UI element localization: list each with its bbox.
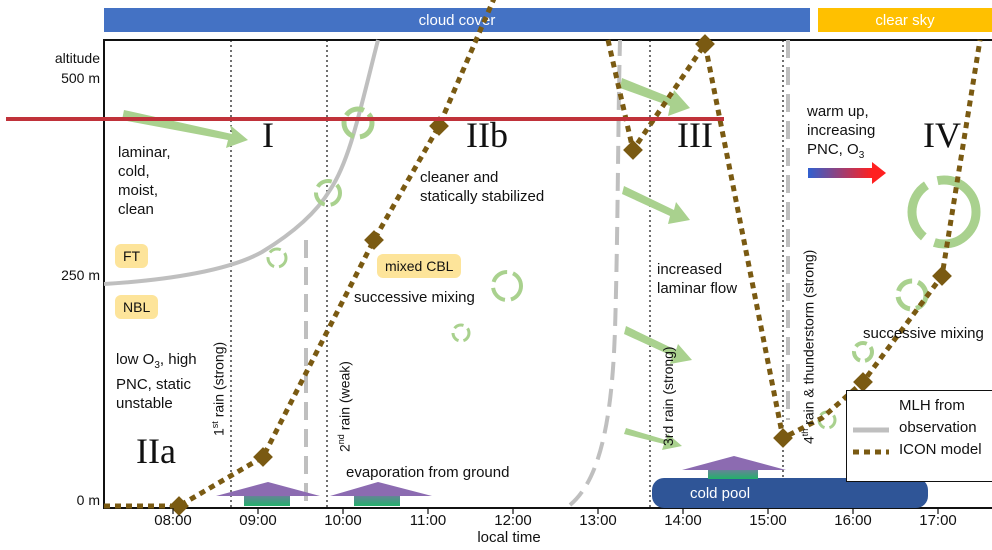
icon-model-line-2 [605,37,983,442]
cleaner-text: cleaner and statically stabilized [420,169,545,205]
legend-icon-label: ICON model [899,441,982,458]
clear-sky-label: clear sky [875,11,935,29]
nbl-box: NBL [115,295,159,319]
cloud-cover-bar: cloud cover [104,8,810,32]
observation-dash-2 [568,39,622,507]
x-tick-1200: 12:00 [494,512,532,529]
ft-box: FT [115,244,149,268]
y-axis-title: altitude [54,50,100,66]
cloud-cover-label: cloud cover [418,11,496,29]
legend: MLH from observation ICON model [846,390,992,482]
x-tick-1400: 14:00 [664,512,702,529]
warm-up-arrow-head [872,162,886,184]
legend-obs-swatch [853,427,889,433]
icon-model-line [104,0,497,509]
x-tick-1100: 11:00 [409,512,447,529]
y-tick-250: 250 m [61,267,100,283]
x-tick-1000: 10:00 [324,512,362,529]
warm-up-arrow-body [808,168,872,178]
fourth-rain-label: 4th rain & thunderstorm (strong) [800,249,817,444]
x-axis-ticks [172,508,939,514]
observation-mlh-curve [103,39,380,286]
x-tick-1300: 13:00 [579,512,617,529]
x-tick-1600: 16:00 [834,512,872,529]
low-o3-text: low O3, high PNC, static unstable [116,351,197,412]
first-rain-label: 1st rain (strong) [210,341,227,436]
legend-obs-label: observation [899,419,977,436]
third-rain-label: 3rd rain (strong) [660,346,676,446]
laminar-text: laminar, cold, moist, clean [118,144,171,218]
phase-IV: IV [923,115,961,155]
legend-title: MLH from [899,397,965,414]
phase-III: III [677,115,713,155]
x-axis-title: local time [477,529,541,546]
phase-IIb: IIb [466,115,508,155]
y-tick-0: 0 m [76,492,100,508]
x-tick-0800: 08:00 [154,512,192,529]
increased-laminar-text: increased laminar flow [657,261,738,297]
cold-pool-shape [652,478,928,508]
clear-sky-bar: clear sky [818,8,992,32]
phase-I: I [262,115,274,155]
x-tick-0900: 09:00 [239,512,277,529]
successive-mixing-1: successive mixing [354,289,475,306]
mixed-cbl-box: mixed CBL [377,254,462,278]
warm-up-text: warm up, increasing PNC, O3 [807,103,876,161]
second-rain-label: 2nd rain (weak) [336,361,353,452]
plot-frame [103,39,992,509]
phase-IIa: IIa [136,431,176,471]
x-tick-1700: 17:00 [919,512,957,529]
successive-mixing-2: successive mixing [863,325,984,342]
evaporation-text: evaporation from ground [346,464,510,481]
x-tick-1500: 15:00 [749,512,787,529]
y-tick-500: 500 m [61,70,100,86]
evaporation-arrows [216,456,786,506]
legend-icon-swatch [853,449,889,455]
cold-pool-label: cold pool [690,485,751,502]
